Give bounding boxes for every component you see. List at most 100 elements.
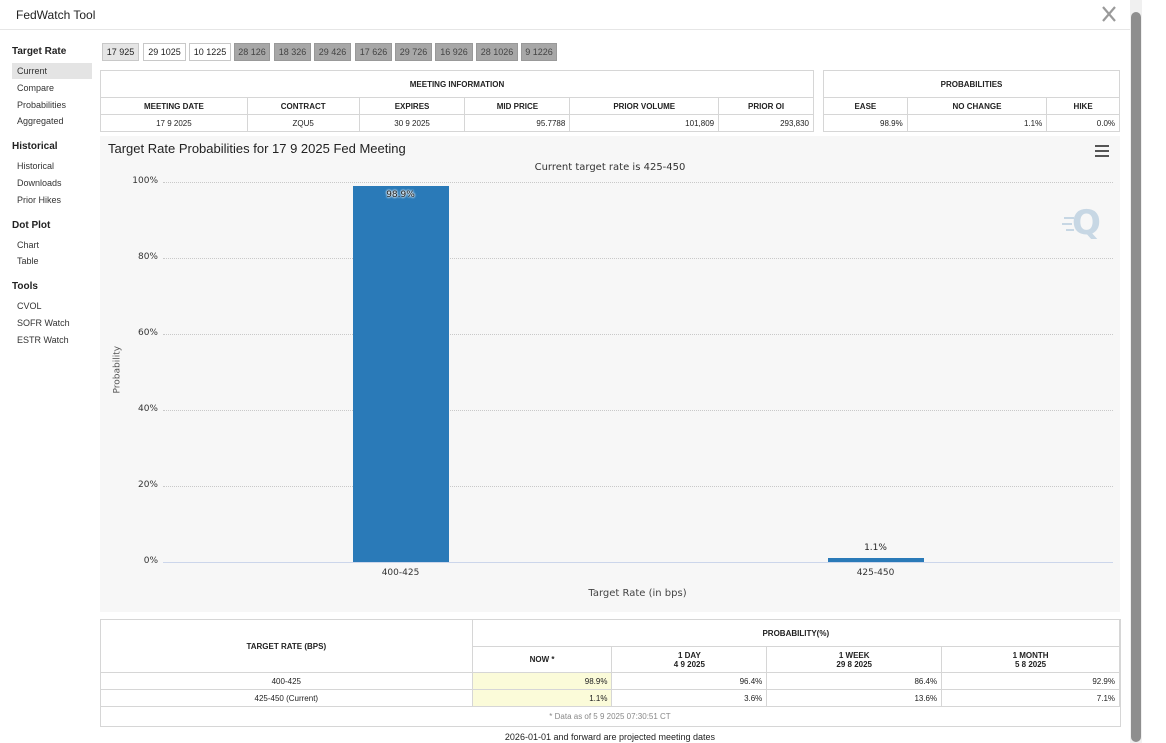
table-row: 400-425 98.9% 96.4% 86.4% 92.9% — [100, 672, 1120, 690]
chart-subtitle: Current target rate is 425-450 — [534, 162, 686, 173]
col-header: MEETING DATE — [100, 97, 248, 115]
svg-text:Q: Q — [1072, 203, 1101, 243]
sidebar-item-downloads[interactable]: Downloads — [17, 178, 62, 188]
gridline — [163, 258, 1113, 259]
gridline — [163, 410, 1113, 411]
sidebar-item-current[interactable]: Current — [12, 63, 92, 79]
gridline — [163, 334, 1113, 335]
data-label: 1.1% — [864, 542, 887, 553]
sidebar-heading-target-rate: Target Rate — [12, 46, 67, 57]
sidebar-item-historical[interactable]: Historical — [17, 161, 55, 171]
scrollbar-thumb[interactable] — [1131, 12, 1141, 742]
contract-cell: ZQU5 — [246, 114, 360, 132]
hike-cell: 0.0% — [1046, 114, 1120, 132]
sidebar-item-cvol[interactable]: CVOL — [17, 301, 42, 311]
x-axis-label: Target Rate (in bps) — [588, 588, 687, 599]
table-row: 425-450 (Current) 1.1% 3.6% 13.6% 7.1% — [100, 689, 1120, 707]
tab-meeting[interactable]: 16 926 — [435, 43, 473, 61]
target-rate-header: TARGET RATE (BPS) — [100, 619, 473, 673]
now-header: NOW * — [471, 646, 613, 673]
col-header: EXPIRES — [358, 97, 466, 115]
col-header: EASE — [823, 97, 908, 115]
tab-meeting[interactable]: 29 726 — [395, 43, 432, 61]
quikstrike-logo-icon: Q — [1062, 203, 1101, 243]
tab-meeting[interactable]: 29 426 — [314, 43, 351, 61]
meeting-info-header: MEETING INFORMATION — [100, 70, 814, 98]
x-tick-label: 425-450 — [856, 568, 895, 578]
chart-bar[interactable] — [827, 557, 924, 562]
probabilities-header: PROBABILITIES — [823, 70, 1120, 98]
title-bar: FedWatch Tool — [0, 0, 1130, 30]
sidebar-item-aggregated[interactable]: Aggregated — [17, 116, 64, 126]
col-header: CONTRACT — [246, 97, 360, 115]
meeting-date-cell: 17 9 2025 — [100, 114, 248, 132]
y-tick-label: 80% — [137, 252, 158, 262]
col-header: NO CHANGE — [906, 97, 1048, 115]
window-title: FedWatch Tool — [16, 8, 96, 22]
sidebar-heading-tools: Tools — [12, 281, 38, 292]
probabilities-table: PROBABILITIES EASE NO CHANGE HIKE 98.9% … — [823, 70, 1120, 132]
col-header: MID PRICE — [464, 97, 571, 115]
sidebar-item-compare[interactable]: Compare — [17, 83, 55, 93]
gridline — [163, 486, 1113, 487]
sidebar-item-chart[interactable]: Chart — [17, 240, 40, 250]
prior-volume-cell: 101,809 — [569, 114, 720, 132]
tab-meeting[interactable]: 9 1226 — [521, 43, 557, 61]
prob-cell: 96.4% — [611, 672, 768, 690]
y-tick-label: 60% — [137, 328, 158, 338]
prob-cell: 92.9% — [941, 672, 1120, 690]
sidebar: Target Rate Current Compare Probabilitie… — [0, 40, 98, 740]
tab-meeting[interactable]: 29 1025 — [143, 43, 186, 61]
sidebar-item-prior-hikes[interactable]: Prior Hikes — [17, 195, 62, 205]
x-axis-line — [163, 562, 1113, 563]
chart-bar[interactable] — [352, 186, 449, 562]
sidebar-item-sofr-watch[interactable]: SOFR Watch — [17, 318, 70, 328]
prob-cell: 1.1% — [471, 689, 613, 707]
sidebar-item-estr-watch[interactable]: ESTR Watch — [17, 335, 69, 345]
chart-menu-icon[interactable] — [1095, 145, 1109, 157]
prob-cell: 98.9% — [471, 672, 613, 690]
prob-cell: 3.6% — [611, 689, 768, 707]
rate-cell: 400-425 — [100, 672, 473, 690]
one-month-header: 1 MONTH 5 8 2025 — [941, 646, 1120, 673]
tab-meeting[interactable]: 28 1026 — [476, 43, 518, 61]
sidebar-item-probabilities[interactable]: Probabilities — [17, 100, 67, 110]
close-icon[interactable] — [1100, 5, 1118, 23]
y-tick-label: 0% — [143, 556, 158, 566]
prob-cell: 13.6% — [766, 689, 943, 707]
y-tick-label: 40% — [137, 404, 158, 414]
one-day-header: 1 DAY 4 9 2025 — [611, 646, 768, 673]
col-header: HIKE — [1046, 97, 1120, 115]
one-week-header: 1 WEEK 29 8 2025 — [766, 646, 943, 673]
tab-meeting[interactable]: 10 1225 — [189, 43, 231, 61]
col-header: PRIOR VOLUME — [569, 97, 720, 115]
expires-cell: 30 9 2025 — [358, 114, 466, 132]
tab-meeting[interactable]: 18 326 — [274, 43, 311, 61]
data-label: 98.9% — [386, 190, 415, 201]
y-tick-label: 20% — [137, 480, 158, 490]
sidebar-item-table[interactable]: Table — [17, 256, 39, 266]
ease-cell: 98.9% — [823, 114, 908, 132]
prob-cell: 7.1% — [941, 689, 1120, 707]
tab-meeting[interactable]: 28 126 — [234, 43, 270, 61]
col-header: PRIOR OI — [718, 97, 814, 115]
tab-meeting[interactable]: 17 626 — [355, 43, 392, 61]
gridline — [163, 182, 1113, 183]
sidebar-heading-historical: Historical — [12, 141, 58, 152]
meeting-info-table: MEETING INFORMATION MEETING DATE CONTRAC… — [100, 70, 814, 132]
x-tick-label: 400-425 — [381, 568, 420, 578]
prob-cell: 86.4% — [766, 672, 943, 690]
probability-chart: Target Rate Probabilities for 17 9 2025 … — [100, 136, 1120, 612]
no-change-cell: 1.1% — [906, 114, 1048, 132]
footer-note: 2026-01-01 and forward are projected mee… — [504, 732, 716, 742]
tab-meeting[interactable]: 17 925 — [102, 43, 139, 61]
probability-header: PROBABILITY(%) — [471, 619, 1121, 647]
sidebar-heading-dot-plot: Dot Plot — [12, 220, 51, 231]
probability-history-table: TARGET RATE (BPS) PROBABILITY(%) NOW * 1… — [100, 619, 1121, 707]
y-axis-label: Probability — [112, 345, 123, 394]
chart-title: Target Rate Probabilities for 17 9 2025 … — [108, 141, 406, 156]
prior-oi-cell: 293,830 — [718, 114, 814, 132]
mid-price-cell: 95.7788 — [464, 114, 571, 132]
y-tick-label: 100% — [132, 176, 158, 186]
scrollbar[interactable] — [1130, 0, 1142, 743]
